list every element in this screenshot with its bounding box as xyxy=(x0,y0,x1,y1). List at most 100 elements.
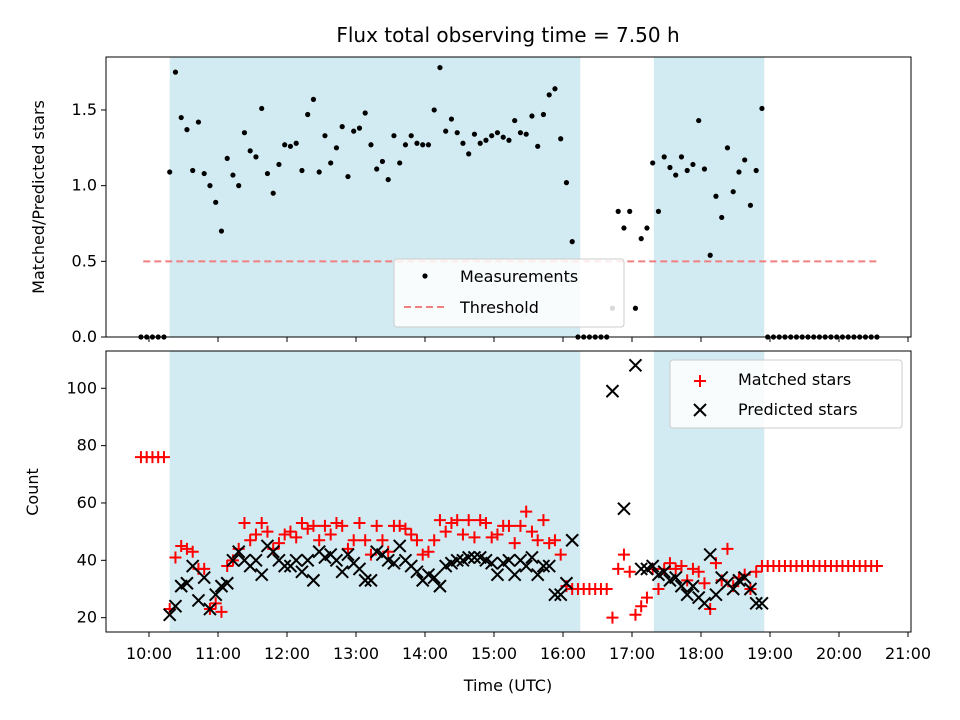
matched-star-point xyxy=(520,505,533,518)
matched-star-point xyxy=(537,514,550,527)
measurement-point xyxy=(506,137,512,143)
measurement-point xyxy=(523,131,529,137)
measurement-point xyxy=(414,140,420,146)
x-tick-label: 11:00 xyxy=(195,644,241,663)
predicted-star-point xyxy=(203,602,217,616)
predicted-star-point xyxy=(749,596,763,611)
measurement-point xyxy=(293,140,299,146)
predicted-star-point xyxy=(254,567,269,582)
predicted-star-point xyxy=(726,582,740,596)
measurement-point xyxy=(305,111,311,118)
matched-star-point xyxy=(301,522,314,535)
predicted-star-point xyxy=(548,588,562,602)
legend-marker-predicted xyxy=(693,403,707,417)
legend-label-matched: Matched stars xyxy=(738,370,851,389)
matched-star-point xyxy=(393,519,406,532)
predicted-star-point xyxy=(427,570,441,585)
measurement-point xyxy=(540,111,547,118)
y-tick-label: 60 xyxy=(77,493,97,512)
panel-count: 20 40 60 80 100 10:00 11:00 12:00 13:00 14:00 15:… xyxy=(23,350,931,663)
measurement-point xyxy=(627,208,633,214)
measurement-point xyxy=(558,136,564,142)
matched-star-point xyxy=(479,517,492,530)
predicted-star-point xyxy=(542,559,556,573)
matched-star-point xyxy=(612,562,625,575)
measurement-point xyxy=(207,183,213,189)
predicted-star-point xyxy=(536,559,551,573)
legend-label-measurements: Measurements xyxy=(460,267,578,286)
predicted-star-point xyxy=(180,576,194,590)
measurement-point xyxy=(230,172,236,178)
measurement-point xyxy=(247,148,253,154)
matched-star-point xyxy=(324,528,337,541)
matched-star-point xyxy=(295,517,308,530)
measurement-point xyxy=(397,160,403,166)
matched-star-point xyxy=(698,577,711,590)
predicted-star-point xyxy=(507,567,522,582)
matched-star-point xyxy=(508,537,521,550)
predicted-star-point xyxy=(197,570,211,585)
matched-star-point xyxy=(422,545,435,558)
measurement-point xyxy=(287,143,294,149)
predicted-star-point xyxy=(306,573,321,588)
plot-frame-count xyxy=(105,350,912,633)
measurement-point xyxy=(632,305,639,311)
matched-star-point xyxy=(347,534,360,547)
matched-star-point xyxy=(353,517,366,530)
predicted-star-point xyxy=(467,550,482,565)
matched-star-point xyxy=(169,551,182,564)
y-axis-label-count: Count xyxy=(23,468,42,516)
chart-title: Flux total observing time = 7.50 h xyxy=(336,23,679,47)
matched-star-point xyxy=(640,591,653,604)
matched-star-point xyxy=(474,514,487,527)
measurement-point xyxy=(454,130,460,136)
predicted-star-point xyxy=(249,553,263,568)
matched-star-point xyxy=(548,534,561,547)
predicted-star-point xyxy=(617,501,631,516)
predicted-star-point xyxy=(358,573,372,588)
measurement-point xyxy=(299,167,305,174)
matched-star-point xyxy=(491,528,504,541)
measurement-point xyxy=(190,167,196,174)
measurement-point xyxy=(615,208,621,214)
measurement-point xyxy=(529,113,535,119)
predicted-star-point xyxy=(392,539,407,553)
matched-star-point xyxy=(341,542,354,555)
measurement-point xyxy=(218,228,225,234)
measurement-point xyxy=(385,176,391,183)
matched-star-point xyxy=(468,531,481,544)
matched-star-point xyxy=(502,519,515,532)
measurement-point xyxy=(466,151,472,157)
predicted-star-point xyxy=(461,550,476,565)
legend-marker-matched xyxy=(694,375,706,387)
measurement-point xyxy=(374,166,380,172)
x-tick-label: 16:00 xyxy=(540,644,586,663)
predicted-star-point xyxy=(645,559,660,573)
predicted-star-point xyxy=(450,553,464,568)
x-tick-label: 18:00 xyxy=(678,644,724,663)
x-tick-label: 17:00 xyxy=(609,644,655,663)
predicted-star-point xyxy=(329,553,344,568)
matched-star-point xyxy=(255,517,268,530)
predicted-star-point xyxy=(484,556,499,570)
matched-star-point xyxy=(244,534,257,547)
matched-star-point xyxy=(238,517,251,530)
matched-star-point xyxy=(175,539,188,552)
measurement-point xyxy=(644,225,650,231)
matched-star-point xyxy=(623,565,636,578)
measurement-point xyxy=(684,167,690,174)
measurement-point xyxy=(724,145,731,151)
x-ticks-ratio xyxy=(148,337,909,342)
x-tick-label: 13:00 xyxy=(333,644,379,663)
predicted-star-point xyxy=(226,553,240,568)
measurement-point xyxy=(425,142,432,148)
legend-label-threshold: Threshold xyxy=(459,298,539,317)
x-tick-label: 21:00 xyxy=(885,644,931,663)
predicted-star-point xyxy=(668,570,683,585)
measurement-point xyxy=(500,134,506,140)
matched-star-point xyxy=(290,531,303,544)
matched-star-point xyxy=(180,542,193,555)
measurement-point xyxy=(270,190,276,196)
measurement-point xyxy=(345,173,351,180)
measurement-point xyxy=(224,155,230,162)
